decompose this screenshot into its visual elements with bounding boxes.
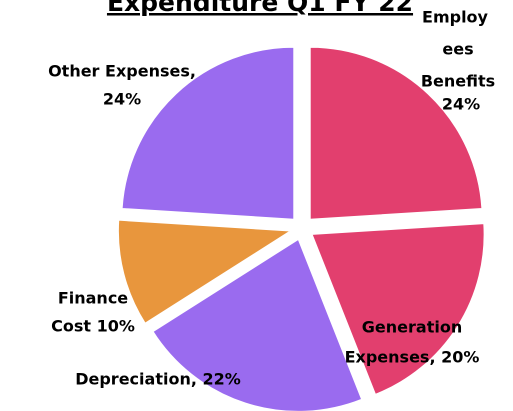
chart-title: Expenditure Q1 FY 22 bbox=[107, 0, 413, 17]
data-label: Generation bbox=[362, 318, 462, 337]
pie-slice bbox=[152, 238, 363, 411]
pie-slice bbox=[121, 46, 295, 220]
data-label: Depreciation, 22% bbox=[75, 370, 241, 389]
pie-slice bbox=[309, 46, 483, 220]
data-label: Benefits bbox=[421, 72, 495, 91]
data-label: Cost 10% bbox=[51, 317, 135, 336]
data-label: 24% bbox=[103, 90, 141, 109]
data-label: 24% bbox=[442, 95, 480, 114]
data-label: ees bbox=[442, 40, 473, 59]
data-label: Finance bbox=[58, 289, 128, 308]
pie-slice bbox=[311, 223, 485, 396]
data-label: Expenses, 20% bbox=[345, 348, 480, 367]
data-label: Other Expenses, bbox=[48, 62, 196, 81]
data-label: Employ bbox=[422, 8, 489, 27]
pie-slice bbox=[117, 219, 292, 324]
slices bbox=[117, 46, 485, 411]
